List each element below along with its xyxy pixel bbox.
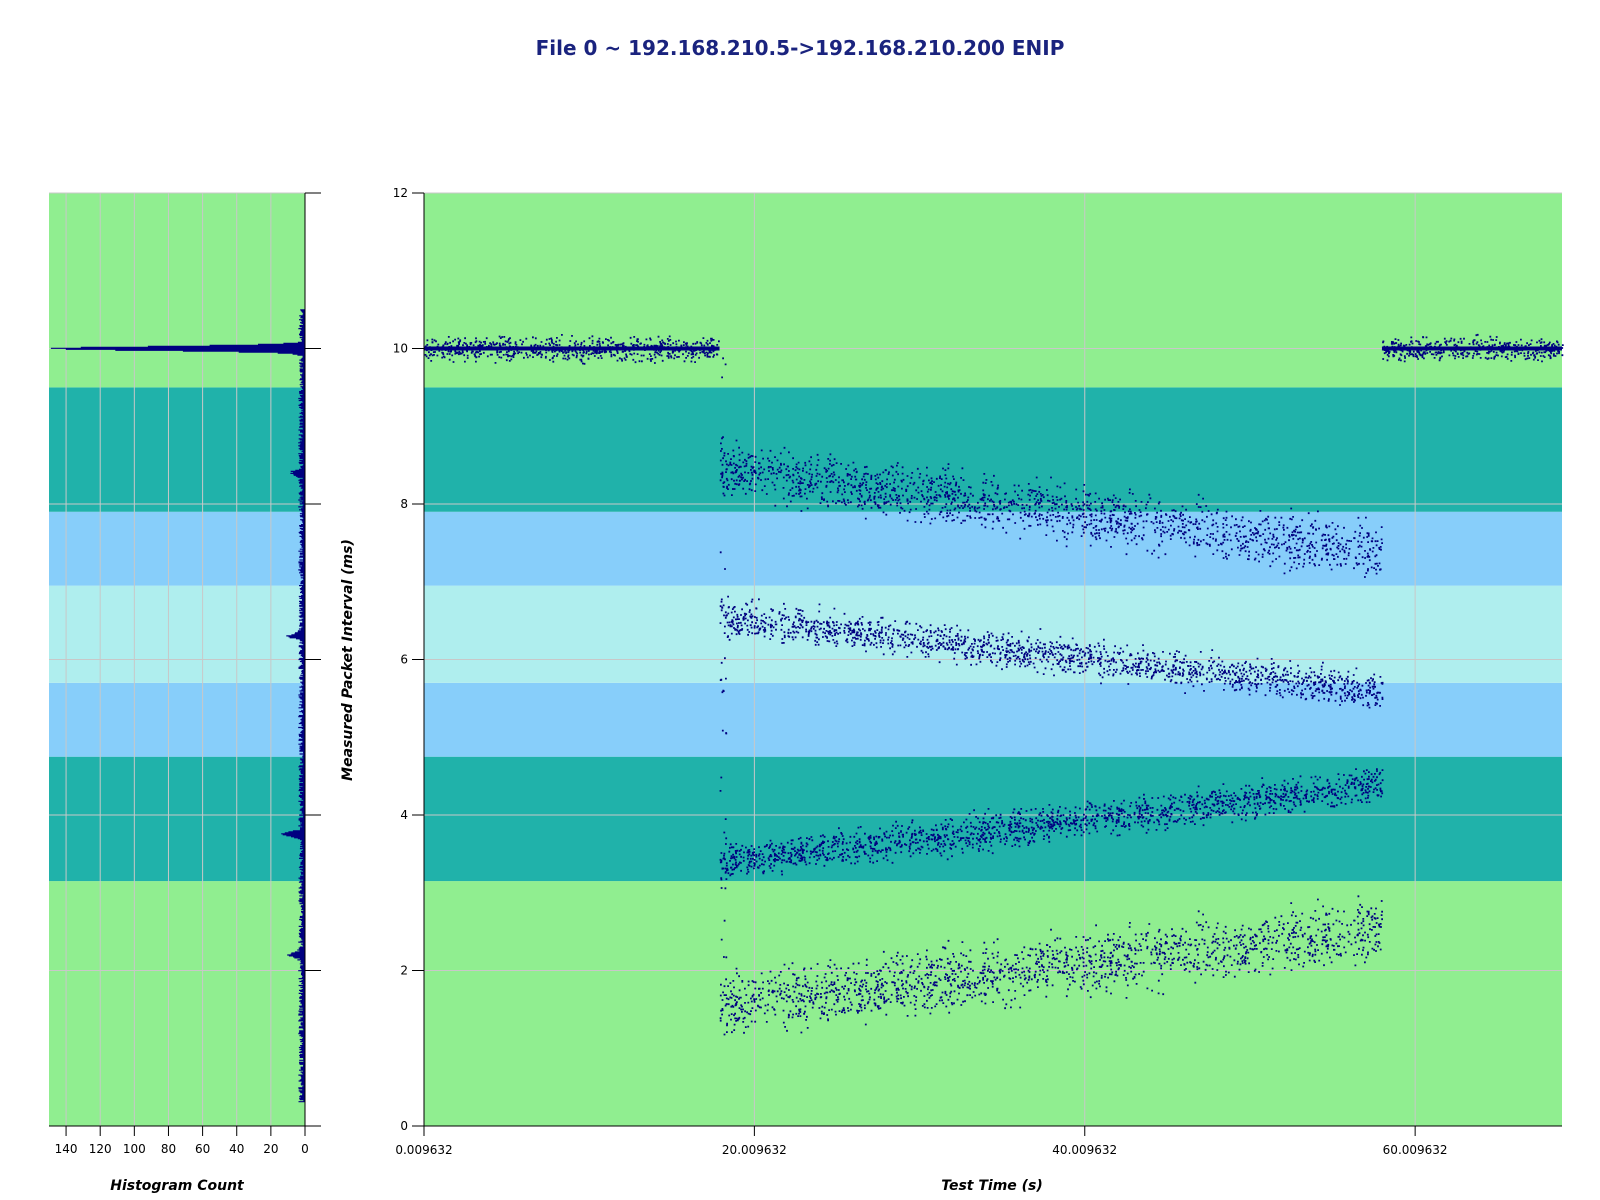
histogram-x-axis-label: Histogram Count — [110, 1178, 245, 1194]
y-tick-label-2: 4 — [400, 808, 408, 822]
plot-band-2 — [424, 682, 1562, 757]
histogram-x-tick-label-6: 20 — [263, 1142, 278, 1156]
plot-axis: 0 2 4 6 8 10 12 0.009632 20.009632 40.009632 60.00… — [393, 186, 1562, 1157]
scatter-panel: 0 2 4 6 8 10 12 0.009632 20.009632 40.009632 60.00… — [340, 186, 1564, 1194]
x-axis-label: Test Time (s) — [941, 1178, 1043, 1194]
histogram-band-3 — [49, 585, 305, 683]
plot-band-4 — [424, 511, 1562, 586]
x-tick-label-3: 60.009632 — [1383, 1143, 1448, 1157]
plot-points — [424, 333, 1564, 1036]
histogram-panel: 140 120 100 80 60 40 20 0 Histogram Count — [49, 192, 321, 1194]
histogram-x-tick-label-0: 140 — [55, 1142, 78, 1156]
y-tick-label-1: 2 — [400, 964, 408, 978]
y-tick-label-5: 10 — [393, 342, 408, 356]
y-tick-label-6: 12 — [393, 186, 408, 200]
histogram-band-2 — [49, 682, 305, 757]
histogram-axis: 140 120 100 80 60 40 20 0 — [49, 192, 321, 1156]
plot-bands — [424, 193, 1562, 1126]
histogram-band-5 — [49, 387, 305, 512]
histogram-x-tick-label-1: 120 — [89, 1142, 112, 1156]
histogram-bars-path — [50, 309, 305, 1103]
histogram-x-tick-label-2: 100 — [123, 1142, 146, 1156]
x-tick-label-0: 0.009632 — [395, 1143, 452, 1157]
y-tick-label-4: 8 — [400, 497, 408, 511]
plot-band-5 — [424, 387, 1562, 512]
x-tick-label-1: 20.009632 — [722, 1143, 787, 1157]
plot-band-0 — [424, 881, 1562, 1126]
histogram-x-tick-label-5: 40 — [229, 1142, 244, 1156]
plot-band-3 — [424, 585, 1562, 683]
histogram-band-0 — [49, 881, 305, 1126]
x-tick-label-2: 40.009632 — [1052, 1143, 1117, 1157]
y-tick-label-3: 6 — [400, 653, 408, 667]
histogram-bands — [49, 193, 305, 1126]
plot-band-6 — [424, 193, 1562, 388]
histogram-band-6 — [49, 193, 305, 388]
histogram-bars — [50, 309, 305, 1103]
chart-title: File 0 ~ 192.168.210.5->192.168.210.200 … — [535, 36, 1065, 60]
histogram-x-tick-label-4: 60 — [195, 1142, 210, 1156]
histogram-band-1 — [49, 756, 305, 882]
y-tick-label-0: 0 — [400, 1119, 408, 1133]
histogram-band-4 — [49, 511, 305, 586]
histogram-x-tick-label-7: 0 — [301, 1142, 309, 1156]
histogram-x-tick-label-3: 80 — [161, 1142, 176, 1156]
y-axis-label: Measured Packet Interval (ms) — [340, 539, 356, 781]
